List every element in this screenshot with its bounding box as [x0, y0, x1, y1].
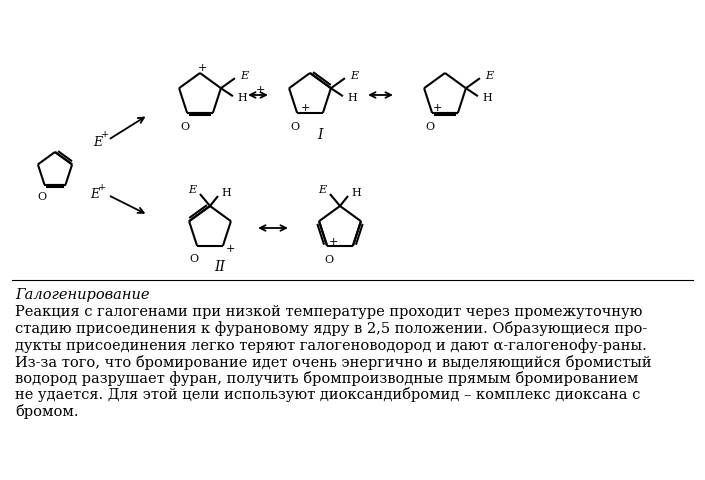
Text: E: E	[188, 185, 196, 195]
Text: I: I	[317, 128, 323, 142]
Text: +: +	[197, 63, 207, 73]
Text: H: H	[347, 93, 357, 103]
Text: +: +	[98, 183, 106, 192]
Text: II: II	[214, 260, 226, 274]
Text: E: E	[350, 71, 358, 81]
Text: водород разрушает фуран, получить бромпроизводные прямым бромированием: водород разрушает фуран, получить бромпр…	[15, 371, 638, 386]
Text: +: +	[255, 85, 264, 95]
Text: O: O	[180, 122, 190, 132]
Text: Реакция с галогенами при низкой температуре проходит через промежуточную: Реакция с галогенами при низкой температ…	[15, 305, 642, 319]
Text: E: E	[90, 189, 99, 202]
Text: E: E	[94, 135, 102, 148]
Text: не удается. Для этой цели используют диоксандибромид – комплекс диоксана с: не удается. Для этой цели используют дио…	[15, 387, 640, 403]
Text: E: E	[318, 185, 326, 195]
Text: Галогенирование: Галогенирование	[15, 288, 149, 302]
Text: H: H	[237, 93, 247, 103]
Text: +: +	[101, 130, 109, 139]
Text: +: +	[226, 244, 235, 254]
Text: Из-за того, что бромирование идет очень энергично и выделяющийся бромистый: Из-за того, что бромирование идет очень …	[15, 355, 651, 370]
Text: +: +	[432, 103, 442, 113]
Text: H: H	[351, 188, 361, 198]
Text: +: +	[300, 103, 309, 113]
Text: H: H	[221, 188, 231, 198]
Text: стадию присоединения к фурановому ядру в 2,5 положении. Образующиеся про-: стадию присоединения к фурановому ядру в…	[15, 322, 647, 336]
Text: O: O	[190, 254, 199, 264]
Text: O: O	[38, 192, 47, 202]
Text: E: E	[240, 71, 248, 81]
Text: O: O	[290, 122, 300, 132]
Text: +: +	[329, 237, 338, 247]
Text: E: E	[485, 71, 493, 81]
Text: дукты присоединения легко теряют галогеноводород и дают α-галогенофу-раны.: дукты присоединения легко теряют галоген…	[15, 338, 646, 353]
Text: O: O	[324, 255, 333, 265]
Text: бромом.: бромом.	[15, 404, 78, 419]
Text: O: O	[426, 122, 434, 132]
Text: H: H	[482, 93, 491, 103]
